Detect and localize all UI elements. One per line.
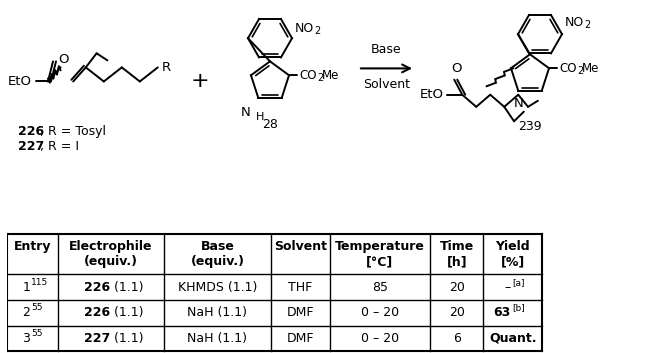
Text: H: H bbox=[256, 112, 265, 122]
Text: 55: 55 bbox=[31, 304, 43, 312]
Text: 2: 2 bbox=[317, 73, 323, 83]
Text: Base: Base bbox=[201, 240, 234, 253]
Text: DMF: DMF bbox=[286, 306, 314, 319]
Text: EtO: EtO bbox=[8, 75, 32, 88]
Text: NaH (1.1): NaH (1.1) bbox=[187, 332, 248, 345]
Text: 20: 20 bbox=[449, 306, 465, 319]
Text: 28: 28 bbox=[262, 118, 278, 131]
Text: N: N bbox=[513, 97, 523, 110]
Text: 0 – 20: 0 – 20 bbox=[361, 332, 399, 345]
Text: 3: 3 bbox=[22, 332, 30, 345]
Text: [a]: [a] bbox=[512, 278, 525, 287]
Text: O: O bbox=[58, 53, 69, 66]
Text: Solvent: Solvent bbox=[274, 240, 327, 253]
Text: 85: 85 bbox=[372, 281, 388, 294]
Text: Quant.: Quant. bbox=[489, 332, 537, 345]
Text: (equiv.): (equiv.) bbox=[190, 256, 244, 269]
Text: Base: Base bbox=[371, 43, 402, 56]
Text: , R = I: , R = I bbox=[40, 140, 79, 153]
Text: +: + bbox=[191, 71, 209, 91]
Text: [h]: [h] bbox=[446, 256, 467, 269]
Text: O: O bbox=[451, 62, 461, 74]
Text: 55: 55 bbox=[31, 329, 43, 338]
Text: NaH (1.1): NaH (1.1) bbox=[187, 306, 248, 319]
Text: 63: 63 bbox=[494, 306, 511, 319]
Text: 239: 239 bbox=[518, 120, 542, 133]
Text: 2: 2 bbox=[577, 66, 583, 76]
Text: [°C]: [°C] bbox=[366, 256, 393, 269]
Text: THF: THF bbox=[288, 281, 312, 294]
Text: Electrophile: Electrophile bbox=[69, 240, 152, 253]
Text: , R = Tosyl: , R = Tosyl bbox=[40, 125, 106, 138]
Text: (equiv.): (equiv.) bbox=[84, 256, 138, 269]
Text: 227: 227 bbox=[84, 332, 110, 345]
Text: CO: CO bbox=[559, 62, 577, 75]
Text: CO: CO bbox=[299, 69, 317, 82]
Text: 226: 226 bbox=[84, 281, 110, 294]
Text: KHMDS (1.1): KHMDS (1.1) bbox=[178, 281, 257, 294]
Text: (1.1): (1.1) bbox=[110, 281, 143, 294]
Text: Yield: Yield bbox=[496, 240, 530, 253]
Text: 2: 2 bbox=[314, 26, 320, 36]
Text: (1.1): (1.1) bbox=[110, 306, 143, 319]
Text: NO: NO bbox=[295, 22, 314, 35]
Text: Me: Me bbox=[322, 69, 339, 82]
Text: N: N bbox=[240, 106, 250, 119]
Text: Me: Me bbox=[582, 62, 599, 75]
Text: (1.1): (1.1) bbox=[110, 332, 143, 345]
Text: [b]: [b] bbox=[512, 304, 525, 312]
Text: 226: 226 bbox=[84, 306, 110, 319]
Text: 115: 115 bbox=[31, 278, 48, 287]
Text: Entry: Entry bbox=[13, 240, 51, 253]
Text: NO: NO bbox=[565, 16, 584, 29]
Text: DMF: DMF bbox=[286, 332, 314, 345]
Text: 6: 6 bbox=[453, 332, 461, 345]
Text: Solvent: Solvent bbox=[363, 78, 410, 91]
Text: 20: 20 bbox=[449, 281, 465, 294]
Text: 0 – 20: 0 – 20 bbox=[361, 306, 399, 319]
Text: EtO: EtO bbox=[420, 88, 444, 101]
Text: 2: 2 bbox=[22, 306, 30, 319]
Text: 226: 226 bbox=[18, 125, 44, 138]
Text: –: – bbox=[505, 281, 511, 294]
Text: [%]: [%] bbox=[501, 256, 525, 269]
Text: 1: 1 bbox=[22, 281, 30, 294]
Text: Time: Time bbox=[440, 240, 474, 253]
Text: 2: 2 bbox=[584, 20, 590, 30]
Text: 227: 227 bbox=[18, 140, 44, 153]
Text: R: R bbox=[162, 61, 171, 74]
Text: Temperature: Temperature bbox=[335, 240, 425, 253]
